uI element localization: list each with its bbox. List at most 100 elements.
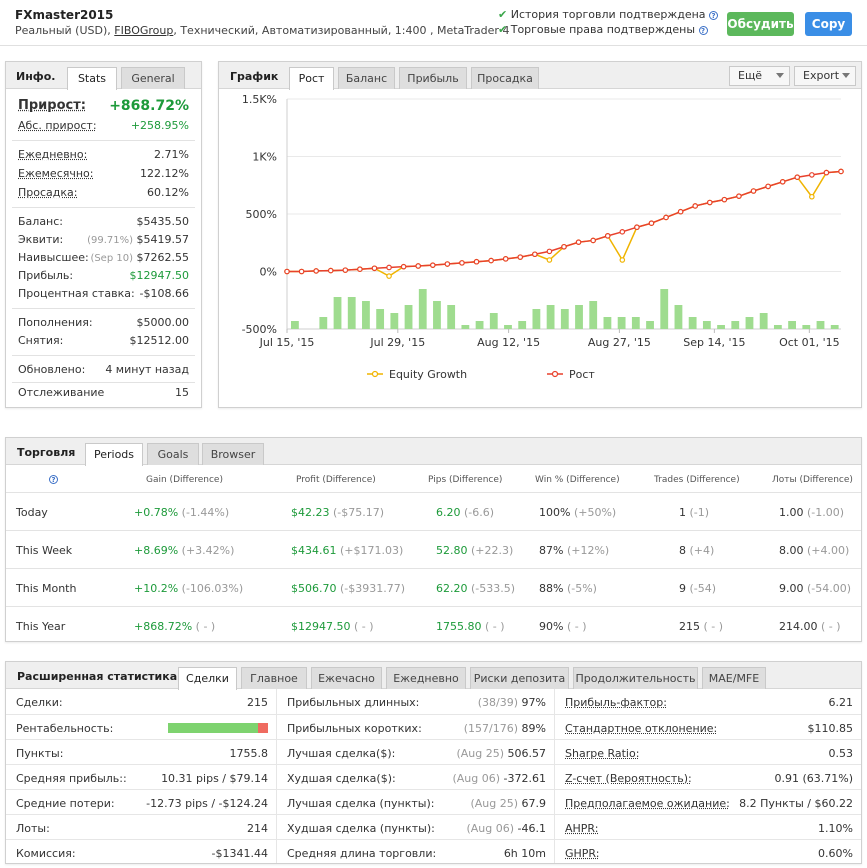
stat-value: 0.91 (63.71%) — [774, 772, 853, 785]
volume-bar — [532, 309, 541, 329]
tab-periods[interactable]: Periods — [85, 443, 143, 466]
drawdown-label: Просадка: — [18, 186, 78, 199]
profit-value: $506.70 — [291, 582, 337, 595]
tab-general[interactable]: General — [121, 67, 185, 89]
win-cell: 88% (-5%) — [539, 582, 597, 595]
extended-column-1: Сделки: 215 Рентабельность: Пункты: 1755.8 Ср… — [6, 689, 277, 863]
y-tick-label: 1.5K% — [242, 93, 277, 106]
stat-row: Лоты: 214 — [6, 814, 276, 839]
profit-diff: ( - ) — [354, 620, 374, 633]
stat-value-group: 8.2 Пункты / $60.22 — [739, 797, 853, 810]
tab-goals[interactable]: Goals — [147, 443, 199, 465]
y-tick-label: 0% — [260, 266, 277, 279]
x-tick-label: Jul 15, '15 — [259, 336, 315, 349]
stat-row: Сделки: 215 — [6, 689, 276, 714]
stat-label: Худшая сделка($): — [287, 772, 396, 785]
tab-balance[interactable]: Баланс — [338, 67, 395, 89]
y-tick-label: -500% — [242, 323, 277, 336]
tab-drawdown[interactable]: Просадка — [471, 67, 539, 89]
tab-main[interactable]: Главное — [241, 667, 307, 689]
tab-mae-mfe[interactable]: MAE/MFE — [702, 667, 766, 689]
stat-row: AHPR: 1.10% — [555, 814, 861, 839]
trading-panel: Торговля Periods Goals Browser ? Gain (D… — [5, 437, 862, 642]
help-icon[interactable]: ? — [698, 26, 708, 35]
equity-row: Эквити: (99.71%) $5419.57 — [18, 233, 189, 251]
equity-growth-line — [287, 170, 842, 277]
stat-label: Прибыль-фактор: — [565, 696, 667, 709]
pips-value: 52.80 — [436, 544, 468, 557]
highest-row: Наивысшее: (Sep 10) $7262.55 — [18, 251, 189, 269]
growth-point — [459, 260, 465, 266]
win-cell: 100% (+50%) — [539, 506, 616, 519]
x-tick-label: Sep 14, '15 — [683, 336, 745, 349]
stat-note: (Aug 06) — [452, 772, 501, 785]
volume-bar — [404, 305, 413, 329]
stat-row: Прибыльных длинных: (38/39) 97% — [277, 689, 554, 714]
stat-label: Рентабельность: — [16, 722, 114, 735]
stat-value-group: 1755.8 — [230, 747, 269, 760]
volume-bar — [688, 317, 697, 329]
stat-row: GHPR: 0.60% — [555, 839, 861, 864]
win-diff: (-5%) — [566, 582, 597, 595]
growth-point — [415, 263, 422, 269]
tab-stats[interactable]: Stats — [67, 67, 117, 90]
growth-point — [546, 248, 553, 255]
growth-point — [794, 174, 801, 181]
growth-point — [736, 193, 742, 199]
broker-link[interactable]: FIBOGroup — [114, 24, 174, 37]
drawdown-row: Просадка: 60.12% — [18, 186, 189, 204]
profit-cell: $506.70 (-$3931.77) — [291, 582, 405, 595]
tab-growth[interactable]: Рост — [289, 67, 334, 90]
volume-bar — [489, 313, 498, 329]
tab-daily[interactable]: Ежедневно — [386, 667, 466, 689]
volume-bar — [773, 325, 782, 329]
volume-bar — [816, 321, 825, 329]
info-panel-header: Инфо. Stats General — [6, 62, 201, 90]
stat-value-group: (157/176) 89% — [464, 722, 546, 735]
tab-trades[interactable]: Сделки — [178, 667, 237, 690]
gain-row: Прирост: +868.72% — [18, 98, 189, 118]
profit-diff: (+$171.03) — [340, 544, 404, 557]
growth-point — [765, 183, 771, 190]
growth-point — [284, 268, 290, 275]
separator — [12, 207, 195, 208]
help-icon[interactable]: ? — [49, 475, 58, 484]
chart-panel: График Рост Баланс Прибыль Просадка Ещё … — [218, 61, 862, 408]
volume-bar — [475, 321, 484, 329]
info-panel: Инфо. Stats General Прирост: +868.72% Аб… — [5, 61, 202, 408]
tab-risk[interactable]: Риски депозита — [470, 667, 569, 689]
interest-value: -$108.66 — [139, 287, 189, 300]
growth-point — [677, 208, 684, 215]
balance-value: $5435.50 — [136, 215, 190, 228]
tab-hourly[interactable]: Ежечасно — [311, 667, 382, 689]
stat-note: (Aug 25) — [456, 747, 504, 760]
stat-label: Пункты: — [16, 747, 64, 760]
verify-history: ✔ История торговли подтверждена ? — [498, 8, 719, 21]
more-dropdown[interactable]: Ещё — [729, 66, 790, 86]
export-dropdown[interactable]: Export — [794, 66, 856, 86]
discuss-button[interactable]: Обсудить — [727, 12, 794, 36]
monthly-row: Ежемесячно: 122.12% — [18, 167, 189, 185]
gain-value: +8.69% — [134, 544, 179, 557]
volume-bar — [291, 321, 299, 329]
gain-diff: (-1.44%) — [181, 506, 230, 519]
trades-value: 8 — [679, 544, 686, 557]
copy-button[interactable]: Copy — [805, 12, 852, 36]
lots-value: 214.00 — [779, 620, 818, 633]
growth-point — [809, 172, 815, 178]
volume-bar — [830, 325, 839, 329]
stat-note: (157/176) — [463, 722, 519, 735]
more-label: Ещё — [738, 69, 763, 82]
volume-bar — [319, 317, 328, 329]
volume-bar — [461, 325, 470, 329]
lots-value: 8.00 — [779, 544, 804, 557]
profit-row: Прибыль: $12947.50 — [18, 269, 189, 287]
tab-profit[interactable]: Прибыль — [399, 67, 467, 89]
volume-bar — [447, 305, 456, 329]
tab-duration[interactable]: Продолжительность — [573, 667, 698, 689]
x-tick-label: Aug 27, '15 — [588, 336, 651, 349]
help-icon[interactable]: ? — [709, 11, 719, 20]
tab-browser[interactable]: Browser — [202, 443, 264, 465]
stat-value-group: 6h 10m — [504, 847, 546, 860]
stat-row: Z-счет (Вероятность): 0.91 (63.71%) — [555, 764, 861, 789]
